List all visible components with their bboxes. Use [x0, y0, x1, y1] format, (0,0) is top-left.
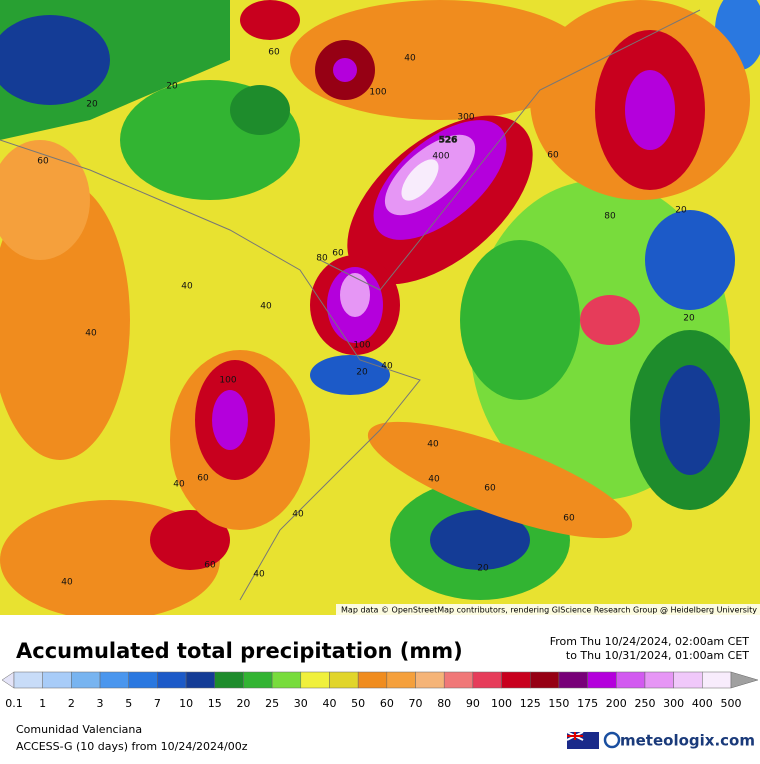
colorbar-label: 3	[97, 697, 104, 710]
colorbar-swatch	[415, 671, 445, 689]
colorbar-label: 100	[491, 697, 512, 710]
colorbar-label: 50	[351, 697, 365, 710]
contour-label: 20	[86, 100, 98, 110]
colorbar-swatch	[386, 671, 416, 689]
colorbar-swatch	[300, 671, 330, 689]
colorbar-swatch	[329, 671, 359, 689]
period-from: From Thu 10/24/2024, 02:00am CET	[550, 635, 750, 648]
colorbar-label: 200	[606, 697, 627, 710]
colorbar-label: 30	[294, 697, 308, 710]
colorbar-label: 150	[548, 697, 569, 710]
legend-title: Accumulated total precipitation (mm)	[16, 639, 463, 663]
colorbar-label: 1	[39, 697, 46, 710]
contour-label: 300	[457, 113, 474, 123]
colorbar-label: 250	[634, 697, 655, 710]
colorbar-swatch	[13, 671, 43, 689]
colorbar-label: 2	[68, 697, 75, 710]
colorbar: 0.1 1 2 3 5 7 10 15 20 25 30 40 50 60 70 80 90 100 125 150 1…	[1, 671, 759, 710]
brand: meteologix.com	[620, 732, 755, 750]
colorbar-swatch	[271, 671, 302, 689]
colorbar-label: 175	[577, 697, 598, 710]
colorbar-swatch	[443, 671, 474, 689]
contour-label: 60	[563, 514, 575, 524]
attribution: Map data © OpenStreetMap contributors, r…	[341, 606, 757, 615]
contour-label: 60	[332, 249, 344, 259]
contour-label: 60	[204, 561, 216, 571]
colorbar-label: 15	[208, 697, 222, 710]
colorbar-arrow	[1, 671, 15, 689]
colorbar-swatch	[42, 671, 72, 689]
colorbar-swatch	[616, 671, 646, 689]
contour-label: 100	[369, 88, 386, 98]
contour-labels: 60 40 20 20 100 300 526 400 60 60 80 20 60 80 40 40 40 20…	[37, 48, 695, 588]
colorbar-swatch	[157, 671, 187, 689]
colorbar-label: 0.1	[5, 697, 23, 710]
colorbar-label: 400	[692, 697, 713, 710]
colorbar-swatch	[357, 671, 388, 689]
contour-label: 40	[404, 54, 416, 64]
colorbar-swatch	[702, 671, 732, 689]
contour-label: 20	[683, 314, 695, 324]
contour-label: 40	[260, 302, 272, 312]
model-run: ACCESS-G (10 days) from 10/24/2024/00z	[16, 740, 248, 753]
colorbar-label: 25	[265, 697, 279, 710]
contour-label: 40	[85, 329, 97, 339]
contour-label: 400	[432, 152, 449, 162]
contour-label: 40	[181, 282, 193, 292]
colorbar-swatch	[529, 671, 560, 689]
contour-label: 40	[173, 480, 185, 490]
colorbar-swatch	[243, 671, 273, 689]
colorbar-swatch	[673, 671, 703, 689]
colorbar-label: 500	[721, 697, 742, 710]
contour-label: 40	[292, 510, 304, 520]
colorbar-swatch	[128, 671, 158, 689]
precip-map: Map data © OpenStreetMap contributors, r…	[0, 0, 760, 615]
colorbar-label: 70	[409, 697, 423, 710]
logo-icon	[603, 731, 621, 749]
contour-label: 20	[675, 206, 687, 216]
contour-label: 20	[166, 82, 178, 92]
colorbar-label: 10	[179, 697, 193, 710]
colorbar-swatch	[71, 671, 101, 689]
colorbar-swatch	[644, 671, 674, 689]
contour-label: 100	[219, 376, 236, 386]
contour-label: 80	[604, 212, 616, 222]
contour-label: 40	[253, 570, 265, 580]
flag	[566, 731, 599, 749]
colorbar-arrow	[730, 671, 759, 689]
contour-label: 20	[477, 564, 489, 574]
colorbar-swatch	[558, 671, 588, 689]
contour-label: 60	[547, 151, 559, 161]
contour-label: 20	[356, 368, 368, 378]
colorbar-label: 125	[520, 697, 541, 710]
colorbar-label: 300	[663, 697, 684, 710]
contour-label: 60	[484, 484, 496, 494]
colorbar-label: 5	[125, 697, 132, 710]
colorbar-label: 40	[322, 697, 336, 710]
colorbar-swatch	[214, 671, 244, 689]
contour-label: 60	[268, 48, 280, 58]
region: Comunidad Valenciana	[16, 723, 142, 736]
colorbar-label: 90	[466, 697, 480, 710]
contour-label: 40	[427, 440, 439, 450]
colorbar-swatch	[185, 671, 216, 689]
colorbar-swatch	[587, 671, 617, 689]
contour-label: 80	[316, 254, 328, 264]
period-to: to Thu 10/31/2024, 01:00am CET	[566, 649, 749, 662]
contour-label: 60	[197, 474, 209, 484]
colorbar-swatch	[472, 671, 502, 689]
colorbar-label: 80	[437, 697, 451, 710]
colorbar-swatch	[99, 671, 129, 689]
contour-label: 40	[61, 578, 73, 588]
contour-label: 60	[37, 157, 49, 167]
colorbar-swatch	[501, 671, 531, 689]
colorbar-label: 20	[236, 697, 250, 710]
contour-label: 40	[428, 475, 440, 485]
contour-label: 100	[353, 341, 370, 351]
colorbar-label: 7	[154, 697, 161, 710]
contour-label: 40	[381, 362, 393, 372]
contour-label: 526	[439, 136, 458, 146]
colorbar-label: 60	[380, 697, 394, 710]
